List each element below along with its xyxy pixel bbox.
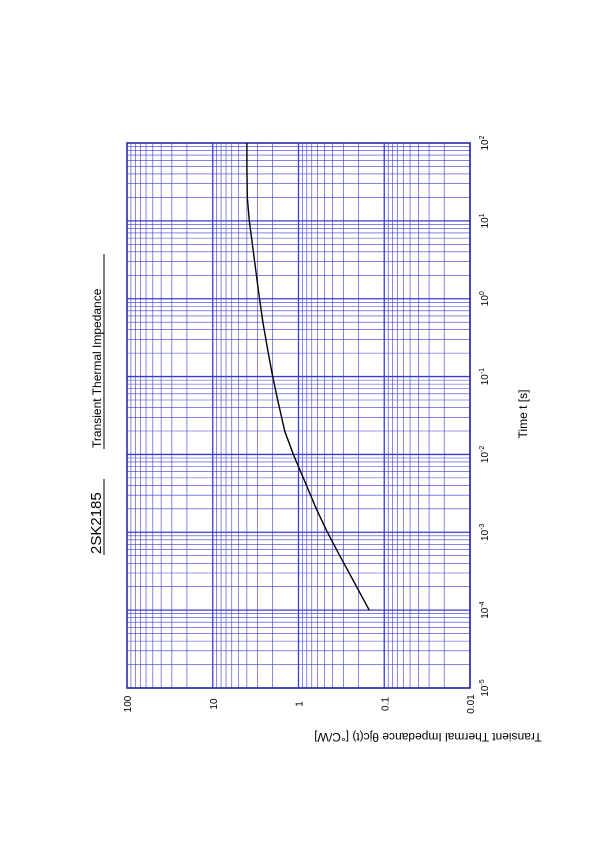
x-tick-label: 10-1: [479, 368, 491, 385]
y-tick-label: 0.1: [380, 697, 391, 711]
plot-frame: [126, 142, 471, 689]
y-axis-label: Transient Thermal Impedance θjc(t) [°C/W…: [314, 730, 542, 744]
y-tick-label: 1: [295, 701, 306, 707]
chart-title: 2SK2185: [88, 492, 105, 554]
x-tick-label: 10-3: [479, 524, 491, 541]
x-tick-label: 100: [479, 291, 491, 306]
chart-subtitle: Transient Thermal Impedance: [90, 288, 104, 448]
thermal-impedance-curve: [246, 143, 370, 611]
y-tick-label: 0.01: [466, 694, 477, 714]
x-tick-label: 10-4: [479, 601, 491, 618]
x-tick-label: 10-2: [479, 446, 491, 463]
y-tick-label: 100: [123, 695, 134, 712]
y-tick-labels: 0.01 0.1 1 10 100: [123, 694, 477, 714]
series-layer: [246, 143, 370, 611]
x-axis-label: Time t [s]: [516, 390, 530, 439]
x-tick-labels: 10-5 10-4 10-3 10-2 10-1 100 101 102: [479, 135, 491, 696]
x-tick-label: 10-5: [479, 679, 491, 696]
y-tick-label: 10: [209, 698, 220, 710]
x-tick-label: 101: [479, 213, 491, 228]
grid-lines: [127, 143, 471, 689]
x-tick-label: 102: [479, 135, 491, 150]
